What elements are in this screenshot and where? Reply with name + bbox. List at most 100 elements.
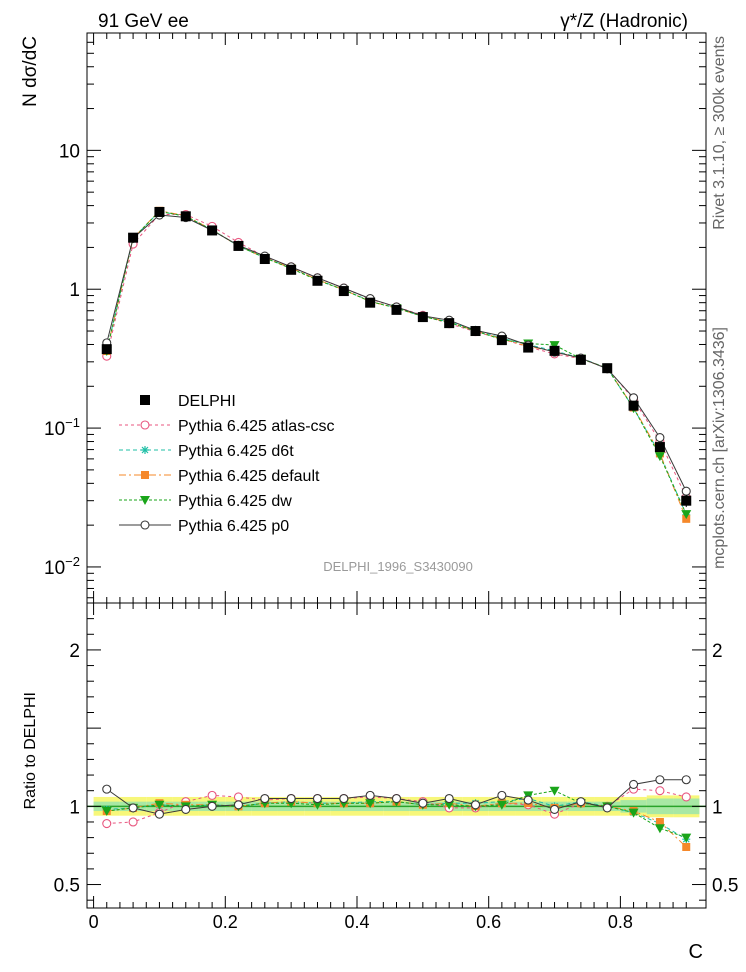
ratio-y-tick-label: 0.5 bbox=[54, 876, 80, 897]
legend-marker bbox=[141, 471, 149, 479]
data-point bbox=[180, 211, 191, 222]
ratio-series-point bbox=[312, 793, 323, 804]
series-point bbox=[629, 393, 639, 403]
legend-label: Pythia 6.425 dw bbox=[178, 493, 292, 510]
data-point bbox=[233, 240, 244, 251]
y-tick-label: 10−1 bbox=[44, 415, 80, 440]
data-point bbox=[128, 232, 139, 243]
mcplots-reference-label: mcplots.cern.ch [arXiv:1306.3436] bbox=[711, 327, 728, 569]
data-point bbox=[286, 264, 297, 275]
series-point bbox=[654, 452, 665, 462]
legend-marker bbox=[140, 496, 150, 505]
x-axis-label: C bbox=[689, 941, 703, 963]
ratio-series-point bbox=[655, 786, 665, 796]
data-point bbox=[391, 304, 402, 315]
ratio-series-point bbox=[444, 793, 454, 804]
ratio-series-point bbox=[154, 800, 165, 810]
rivet-version-label: Rivet 3.1.10, ≥ 300k events bbox=[711, 36, 728, 230]
data-point bbox=[417, 312, 428, 323]
ratio-series-point bbox=[102, 818, 112, 829]
data-point bbox=[523, 342, 534, 353]
ratio-series-point bbox=[681, 775, 691, 785]
ratio-series-point bbox=[629, 779, 639, 789]
data-point bbox=[207, 225, 218, 236]
ratio-series-point bbox=[102, 784, 112, 794]
y-tick-label: 10−2 bbox=[44, 554, 80, 579]
ratio-series-point bbox=[286, 793, 296, 804]
legend-marker bbox=[140, 420, 150, 430]
ratio-series-point bbox=[549, 804, 560, 815]
ratio-series-point bbox=[682, 843, 691, 851]
ratio-series-point bbox=[207, 790, 217, 800]
ratio-series-point bbox=[365, 799, 376, 809]
ratio-series-point bbox=[391, 793, 402, 804]
ratio-series-point bbox=[549, 786, 560, 796]
ratio-series-point bbox=[681, 833, 692, 843]
ratio-series-point bbox=[233, 800, 244, 810]
ratio-y-tick-label-right: 1 bbox=[712, 797, 723, 818]
data-point bbox=[681, 495, 692, 506]
x-tick-label: 0.6 bbox=[476, 912, 501, 932]
data-point bbox=[602, 363, 613, 374]
ratio-y-tick-label-right: 0.5 bbox=[712, 876, 738, 897]
x-tick-label: 0.8 bbox=[608, 912, 633, 932]
data-point bbox=[259, 254, 270, 265]
series-point bbox=[549, 341, 560, 351]
ratio-series-point bbox=[602, 803, 612, 813]
y-tick-label: 1 bbox=[69, 280, 80, 301]
ratio-series-point bbox=[655, 817, 664, 826]
ratio-series-point bbox=[181, 804, 191, 815]
legend: DELPHI Pythia 6.425 atlas-csc Pythia 6.425… bbox=[119, 393, 335, 535]
legend-marker bbox=[140, 395, 150, 405]
ratio-series-point bbox=[497, 790, 507, 800]
data-series bbox=[101, 206, 692, 508]
legend-marker bbox=[141, 446, 149, 454]
series-point bbox=[655, 433, 665, 443]
ratio-series-point bbox=[154, 809, 164, 819]
ratio-series-point bbox=[365, 790, 375, 800]
ratio-series-point bbox=[339, 793, 349, 804]
ratio-series-point bbox=[628, 808, 639, 818]
data-point bbox=[470, 326, 481, 337]
ratio-y-tick-label: 1 bbox=[69, 797, 80, 818]
data-point bbox=[154, 206, 165, 217]
data-point bbox=[575, 354, 586, 365]
legend-label: Pythia 6.425 atlas-csc bbox=[178, 418, 335, 435]
data-point bbox=[496, 335, 507, 346]
data-point bbox=[101, 344, 112, 355]
chart-title-left: 91 GeV ee bbox=[98, 11, 189, 32]
ratio-y-tick-label: 2 bbox=[69, 641, 80, 662]
legend-label: Pythia 6.425 default bbox=[178, 468, 320, 485]
ratio-series-point bbox=[207, 801, 217, 811]
y-axis-label-top: N dσ/dC bbox=[20, 36, 41, 107]
ratio-series-point bbox=[655, 775, 665, 785]
ratio-series-point bbox=[654, 824, 665, 834]
ratio-series-4 bbox=[102, 775, 691, 819]
legend-marker bbox=[140, 520, 150, 530]
ratio-series-point bbox=[128, 803, 138, 813]
series-point bbox=[681, 486, 691, 496]
ratio-series-point bbox=[312, 800, 323, 810]
y-tick-label: 10 bbox=[59, 141, 80, 162]
ratio-series-point bbox=[681, 792, 691, 802]
x-tick-label: 0.4 bbox=[344, 912, 369, 932]
data-point bbox=[654, 442, 665, 453]
data-point bbox=[338, 286, 349, 297]
ratio-series-point bbox=[523, 795, 533, 805]
ratio-series-point bbox=[496, 800, 507, 810]
data-point bbox=[312, 275, 323, 286]
data-point bbox=[628, 400, 639, 411]
data-point bbox=[549, 345, 560, 356]
ratio-series-point bbox=[444, 800, 455, 810]
ratio-y-tick-label-right: 2 bbox=[712, 641, 723, 662]
ratio-series-point bbox=[470, 800, 481, 810]
analysis-id-label: DELPHI_1996_S3430090 bbox=[323, 559, 473, 574]
x-tick-label: 0 bbox=[89, 912, 99, 932]
data-point bbox=[365, 297, 376, 308]
ratio-series-point bbox=[101, 807, 112, 817]
ratio-series-point bbox=[128, 817, 138, 827]
legend-label: Pythia 6.425 d6t bbox=[178, 443, 294, 460]
legend-label: Pythia 6.425 p0 bbox=[178, 518, 289, 535]
ratio-series-point bbox=[576, 797, 586, 807]
